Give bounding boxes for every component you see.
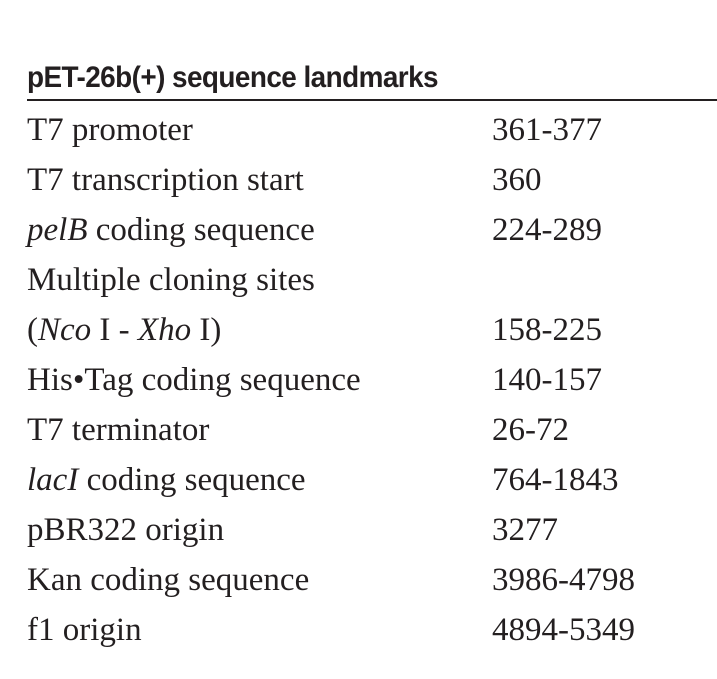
sequence-landmarks-document: pET-26b(+) sequence landmarks T7 promote… bbox=[27, 61, 717, 655]
feature-text: I) bbox=[191, 312, 222, 348]
position-cell: 4894-5349 bbox=[492, 612, 635, 648]
table-row: T7 terminator 26-72 bbox=[27, 405, 717, 455]
table-row: His•Tag coding sequence 140-157 bbox=[27, 355, 717, 405]
position-cell: 26-72 bbox=[492, 412, 569, 448]
feature-text: T7 promoter bbox=[27, 112, 193, 148]
table-row: f1 origin 4894-5349 bbox=[27, 605, 717, 655]
feature-text: T7 transcription start bbox=[27, 162, 304, 198]
feature-text: I - bbox=[91, 312, 138, 348]
table-row: T7 transcription start 360 bbox=[27, 155, 717, 205]
table-row: T7 promoter 361-377 bbox=[27, 105, 717, 155]
feature-cell: pBR322 origin bbox=[27, 505, 492, 555]
feature-text: coding sequence bbox=[87, 212, 315, 248]
feature-text: T7 terminator bbox=[27, 412, 210, 448]
table-row: (Nco I - Xho I) 158-225 bbox=[27, 305, 717, 355]
table-row: lacI coding sequence 764-1843 bbox=[27, 455, 717, 505]
feature-text: pBR322 origin bbox=[27, 512, 225, 548]
feature-cell: f1 origin bbox=[27, 605, 492, 655]
table-row: Multiple cloning sites bbox=[27, 255, 717, 305]
position-cell: 764-1843 bbox=[492, 462, 619, 498]
position-cell: 3986-4798 bbox=[492, 562, 635, 598]
title-rule-divider bbox=[27, 99, 717, 101]
feature-text-italic: Nco bbox=[38, 312, 92, 348]
table-title: pET-26b(+) sequence landmarks bbox=[27, 61, 439, 94]
feature-cell: His•Tag coding sequence bbox=[27, 355, 492, 405]
feature-cell: (Nco I - Xho I) bbox=[27, 305, 492, 355]
feature-cell: pelB coding sequence bbox=[27, 205, 492, 255]
feature-text: Multiple cloning sites bbox=[27, 262, 315, 298]
landmarks-table: T7 promoter 361-377 T7 transcription start… bbox=[27, 105, 717, 655]
feature-text: f1 origin bbox=[27, 612, 142, 648]
feature-cell: T7 terminator bbox=[27, 405, 492, 455]
position-cell: 224-289 bbox=[492, 212, 602, 248]
position-cell: 140-157 bbox=[492, 362, 602, 398]
feature-text-italic: pelB bbox=[27, 212, 88, 248]
position-cell bbox=[492, 255, 717, 305]
position-cell: 158-225 bbox=[492, 312, 602, 348]
feature-cell: Kan coding sequence bbox=[27, 555, 492, 605]
feature-text: His•Tag coding sequence bbox=[27, 362, 361, 398]
feature-text: Kan coding sequence bbox=[27, 562, 310, 598]
feature-cell: Multiple cloning sites bbox=[27, 255, 492, 305]
position-cell: 3277 bbox=[492, 512, 558, 548]
feature-cell: T7 promoter bbox=[27, 105, 492, 155]
feature-text-italic: Xho bbox=[137, 312, 192, 348]
feature-cell: T7 transcription start bbox=[27, 155, 492, 205]
position-cell: 360 bbox=[492, 162, 542, 198]
table-row: pelB coding sequence 224-289 bbox=[27, 205, 717, 255]
position-cell: 361-377 bbox=[492, 112, 602, 148]
feature-text: coding sequence bbox=[78, 462, 306, 498]
feature-text: ( bbox=[27, 312, 38, 348]
table-row: pBR322 origin 3277 bbox=[27, 505, 717, 555]
feature-text-italic: lacI bbox=[27, 462, 79, 498]
table-row: Kan coding sequence 3986-4798 bbox=[27, 555, 717, 605]
feature-cell: lacI coding sequence bbox=[27, 455, 492, 505]
